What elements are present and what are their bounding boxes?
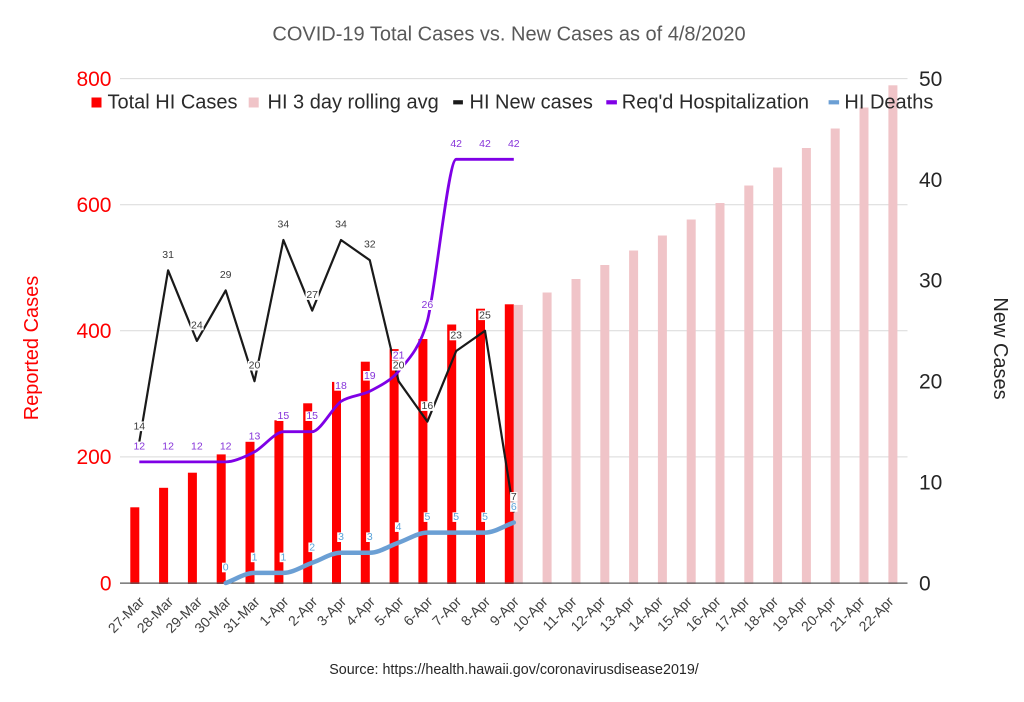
svg-text:15: 15 — [278, 410, 290, 422]
svg-text:0: 0 — [100, 572, 112, 595]
svg-text:5: 5 — [453, 511, 459, 523]
svg-text:24: 24 — [191, 319, 203, 331]
svg-text:Total HI Cases: Total HI Cases — [108, 92, 238, 114]
svg-text:1: 1 — [252, 551, 258, 563]
svg-text:40: 40 — [919, 169, 942, 192]
svg-text:34: 34 — [278, 219, 290, 231]
svg-text:3: 3 — [367, 531, 373, 543]
svg-text:20: 20 — [249, 360, 261, 372]
svg-text:HI New cases: HI New cases — [470, 92, 593, 114]
svg-text:0: 0 — [223, 562, 229, 574]
svg-text:12: 12 — [220, 440, 232, 452]
svg-text:0: 0 — [919, 572, 931, 595]
svg-text:31: 31 — [162, 249, 174, 261]
svg-text:600: 600 — [76, 194, 111, 217]
svg-text:10: 10 — [919, 471, 942, 494]
svg-text:42: 42 — [508, 138, 520, 150]
svg-text:50: 50 — [919, 68, 942, 91]
svg-text:30: 30 — [919, 270, 942, 293]
svg-text:COVID-19 Total Cases vs. New C: COVID-19 Total Cases vs. New Cases as of… — [272, 24, 745, 46]
svg-text:27: 27 — [306, 289, 318, 301]
svg-text:23: 23 — [450, 330, 462, 342]
svg-text:34: 34 — [335, 219, 347, 231]
svg-text:3: 3 — [338, 531, 344, 543]
svg-text:Reported Cases: Reported Cases — [21, 276, 43, 421]
svg-text:16: 16 — [422, 400, 434, 412]
svg-text:HI Deaths: HI Deaths — [844, 92, 933, 114]
svg-text:12: 12 — [191, 440, 203, 452]
svg-text:2: 2 — [309, 541, 315, 553]
svg-text:42: 42 — [479, 138, 491, 150]
svg-text:5: 5 — [482, 511, 488, 523]
svg-text:18: 18 — [335, 380, 347, 392]
svg-text:5: 5 — [424, 511, 430, 523]
svg-text:13: 13 — [249, 430, 261, 442]
svg-text:New Cases: New Cases — [989, 297, 1011, 399]
svg-text:42: 42 — [450, 138, 462, 150]
svg-text:7: 7 — [511, 491, 517, 503]
svg-text:Source: https://health.hawaii.: Source: https://health.hawaii.gov/corona… — [329, 662, 699, 678]
svg-text:HI 3 day rolling avg: HI 3 day rolling avg — [268, 92, 439, 114]
svg-text:4: 4 — [396, 521, 402, 533]
svg-text:6: 6 — [511, 501, 517, 513]
svg-text:29: 29 — [220, 269, 232, 281]
svg-text:800: 800 — [76, 68, 111, 91]
svg-text:26: 26 — [422, 299, 434, 311]
svg-text:25: 25 — [479, 309, 491, 321]
svg-text:20: 20 — [919, 371, 942, 394]
svg-text:12: 12 — [162, 440, 174, 452]
svg-text:15: 15 — [306, 410, 318, 422]
svg-text:200: 200 — [76, 446, 111, 469]
svg-text:21: 21 — [393, 350, 405, 362]
svg-text:1: 1 — [280, 551, 286, 563]
svg-text:14: 14 — [133, 420, 145, 432]
svg-text:32: 32 — [364, 239, 376, 251]
svg-text:12: 12 — [133, 440, 145, 452]
svg-text:19: 19 — [364, 370, 376, 382]
svg-text:400: 400 — [76, 320, 111, 343]
svg-text:Req'd Hospitalization: Req'd Hospitalization — [622, 92, 809, 114]
svg-text:20: 20 — [393, 360, 405, 372]
